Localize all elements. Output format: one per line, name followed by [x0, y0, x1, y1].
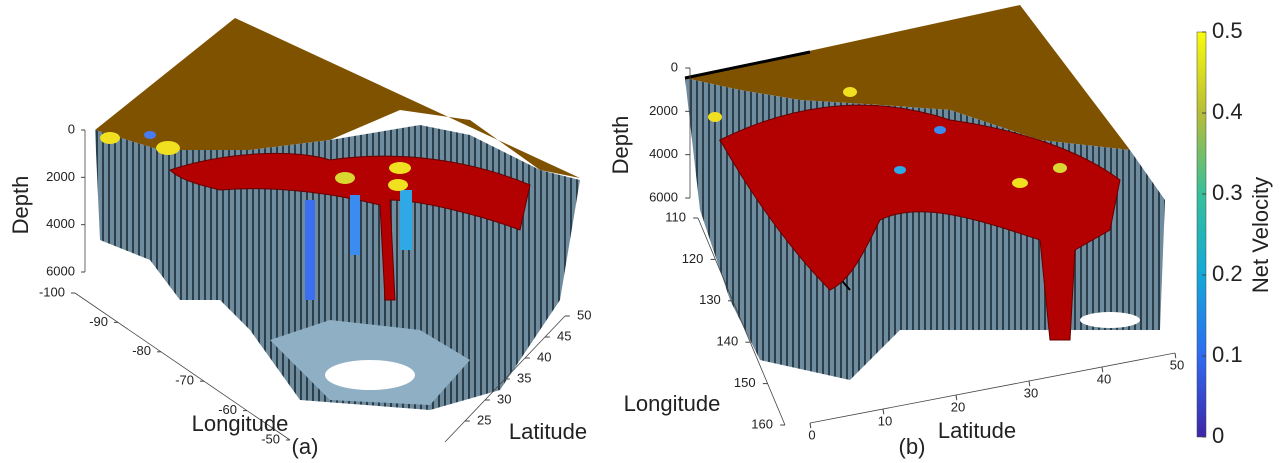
tick-mark [1174, 352, 1177, 359]
tick-mark [1028, 380, 1031, 387]
x-tick-label: 120 [682, 251, 704, 266]
tick-mark [882, 408, 885, 415]
x-tick-label: 150 [734, 375, 756, 390]
y-tick-label: 50 [577, 307, 591, 322]
colorbar-tick-label: 0 [1212, 423, 1224, 448]
colorbar-label: Net Velocity [1248, 177, 1273, 293]
y-tick-label: 20 [951, 399, 965, 414]
panel-label: (b) [899, 434, 926, 459]
z-tick-label: 4000 [46, 216, 75, 231]
tick-mark [1101, 366, 1104, 373]
z-tick-label: 4000 [649, 146, 678, 161]
colorbar [1196, 31, 1207, 438]
y-tick-label: 25 [477, 412, 491, 427]
axis-label: Depth [8, 176, 33, 235]
axis-label: Depth [608, 116, 633, 175]
y-tick-label: 45 [557, 328, 571, 343]
x-tick-label: -70 [175, 373, 194, 388]
y-tick-label: 0 [808, 427, 815, 442]
x-tick-label: -90 [89, 314, 108, 329]
axis-label: Longitude [192, 411, 289, 436]
y-tick-label: 30 [1024, 385, 1038, 400]
y-axis [809, 352, 1176, 424]
x-tick-label: -60 [218, 402, 237, 417]
terrain-b [684, 5, 1165, 380]
colorbar-tick-label: 0.4 [1212, 99, 1243, 124]
y-tick-label: 50 [1170, 357, 1184, 372]
x-tick-label: -50 [261, 431, 280, 446]
terrain-a [95, 18, 580, 410]
axis-label: Latitude [509, 419, 587, 444]
colorbar-tick-label: 0.3 [1212, 180, 1243, 205]
y-tick-label: 35 [517, 370, 531, 385]
colorbar-tick-label: 0.5 [1212, 18, 1243, 43]
x-tick-label: 140 [716, 334, 738, 349]
z-tick-label: 2000 [46, 169, 75, 184]
axis-label: Longitude [624, 391, 721, 416]
z-tick-label: 0 [671, 59, 678, 74]
tick-mark [809, 422, 812, 429]
x-axis [697, 217, 786, 426]
z-tick-label: 0 [68, 121, 75, 136]
y-tick-label: 10 [878, 413, 892, 428]
x-tick-label: 130 [699, 292, 721, 307]
y-tick-label: 40 [1097, 371, 1111, 386]
x-tick-label: -80 [132, 343, 151, 358]
z-tick-label: 6000 [649, 189, 678, 204]
colorbar-tick-label: 0.1 [1212, 342, 1243, 367]
axis-label: Latitude [938, 418, 1016, 443]
z-tick-label: 6000 [46, 263, 75, 278]
x-axis [74, 292, 291, 441]
x-tick-label: 110 [665, 209, 686, 224]
tick-mark [955, 394, 958, 401]
x-tick-label: -100 [39, 284, 65, 299]
y-tick-label: 40 [537, 349, 551, 364]
y-tick-label: 30 [497, 391, 511, 406]
x-tick-label: 160 [751, 416, 773, 431]
z-tick-label: 2000 [649, 103, 678, 118]
panel-label: (a) [292, 434, 319, 459]
colorbar-tick-label: 0.2 [1212, 261, 1243, 286]
